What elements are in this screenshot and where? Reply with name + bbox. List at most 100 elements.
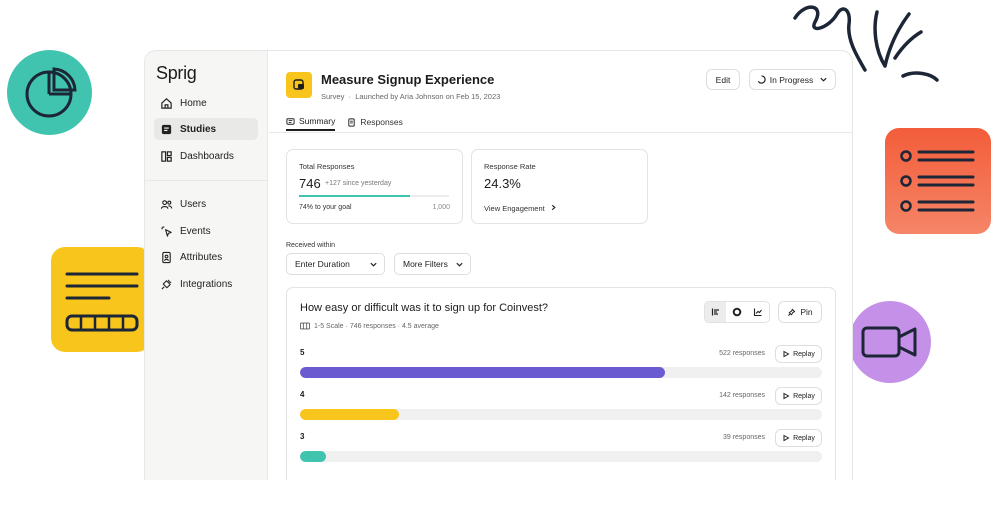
sidebar-item-users[interactable]: Users: [154, 193, 258, 215]
response-rate-card: Response Rate 24.3% View Engagement: [471, 149, 648, 224]
home-icon: [161, 97, 172, 109]
tab-responses[interactable]: Responses: [347, 113, 403, 131]
survey-study-icon: [286, 72, 312, 98]
survey-icon: [293, 79, 304, 90]
donut-view-button[interactable]: [726, 302, 747, 322]
play-icon: [783, 350, 790, 358]
dashboard-icon: [161, 150, 172, 162]
status-dropdown[interactable]: In Progress: [749, 69, 836, 90]
option-label: 4: [300, 390, 305, 399]
sidebar-item-home[interactable]: Home: [154, 92, 258, 114]
text-lines-tile: [51, 247, 151, 352]
scale-icon: [300, 322, 310, 330]
replay-label: Replay: [793, 350, 815, 358]
sidebar-item-label: Users: [180, 198, 207, 210]
pin-icon: [788, 308, 796, 316]
chevron-right-icon: [551, 204, 556, 211]
list-icon: [900, 150, 975, 212]
events-icon: [161, 225, 172, 237]
sidebar-item-label: Studies: [180, 123, 217, 135]
sidebar-item-integrations[interactable]: Integrations: [154, 273, 258, 295]
dropdown-label: Enter Duration: [295, 259, 350, 269]
sidebar-item-studies[interactable]: Studies: [154, 118, 258, 140]
pin-label: Pin: [800, 307, 813, 317]
view-toggle: [704, 301, 770, 323]
status-label: In Progress: [769, 74, 814, 85]
integrations-icon: [161, 279, 172, 290]
pin-button[interactable]: Pin: [778, 301, 822, 323]
donut-chart-icon: [732, 307, 742, 317]
bar-view-button[interactable]: [705, 302, 727, 322]
launched-info: Launched by Aria Johnson on Feb 15, 2023: [355, 92, 501, 101]
sidebar-divider: [145, 180, 268, 181]
sidebar-item-label: Dashboards: [180, 150, 234, 162]
sidebar: Sprig Home Studies Dashboards Users Even…: [145, 51, 268, 480]
sidebar-item-events[interactable]: Events: [154, 220, 258, 242]
replay-button[interactable]: Replay: [775, 387, 822, 405]
option-count: 522 responses: [719, 350, 765, 357]
responses-text: 746 responses: [349, 322, 396, 330]
question-title: How easy or difficult was it to sign up …: [300, 302, 549, 314]
option-bar-fill: [300, 451, 327, 462]
users-icon: [160, 199, 173, 209]
pie-chart-icon: [25, 67, 77, 118]
option-bar-track: [300, 451, 822, 462]
option-bar-fill: [300, 409, 400, 420]
option-bar-track: [300, 409, 822, 420]
chevron-down-icon: [456, 262, 463, 267]
page-title: Measure Signup Experience: [321, 72, 495, 87]
sidebar-item-dashboards[interactable]: Dashboards: [154, 145, 258, 167]
replay-button[interactable]: Replay: [775, 429, 822, 447]
stat-label: Total Responses: [299, 162, 355, 171]
dropdown-label: More Filters: [403, 259, 448, 269]
link-label: View Engagement: [484, 204, 545, 213]
more-filters-dropdown[interactable]: More Filters: [394, 253, 471, 275]
stat-label: Response Rate: [484, 162, 536, 171]
tab-bar: Summary Responses: [286, 113, 403, 133]
option-bar-track: [300, 367, 822, 378]
sidebar-item-attributes[interactable]: Attributes: [154, 246, 258, 268]
stat-value: 746: [299, 176, 321, 191]
video-tile: [849, 301, 931, 383]
option-count: 39 responses: [722, 434, 765, 441]
video-camera-icon: [861, 326, 917, 358]
responses-icon: [348, 117, 356, 127]
sidebar-item-label: Events: [180, 225, 211, 237]
tab-summary[interactable]: Summary: [286, 113, 336, 131]
option-label: 5: [300, 348, 305, 357]
attributes-icon: [162, 251, 171, 263]
stat-delta: +127 since yesterday: [325, 180, 392, 187]
sidebar-item-label: Home: [180, 97, 207, 109]
goal-text: 74% to your goal: [299, 204, 352, 211]
sidebar-item-label: Attributes: [180, 251, 223, 263]
option-count: 142 responses: [719, 392, 765, 399]
chevron-down-icon: [370, 262, 377, 267]
edit-button[interactable]: Edit: [706, 69, 740, 90]
replay-label: Replay: [793, 434, 815, 442]
squiggle-doodle: [793, 5, 939, 82]
goal-max: 1,000: [432, 204, 450, 211]
main-content: Measure Signup Experience Survey · Launc…: [269, 51, 852, 480]
view-engagement-link[interactable]: View Engagement: [484, 204, 557, 213]
progress-icon: [757, 75, 766, 84]
total-responses-card: Total Responses 746 +127 since yesterday…: [286, 149, 463, 224]
line-view-button[interactable]: [748, 302, 769, 322]
study-type: Survey: [321, 92, 345, 101]
summary-icon: [286, 117, 295, 125]
tab-label: Summary: [299, 116, 336, 126]
filter-label: Received within: [286, 242, 336, 249]
sprig-logo: Sprig: [156, 63, 197, 83]
chevron-down-icon: [820, 77, 827, 82]
text-lines-icon: [65, 272, 139, 332]
studies-icon: [161, 124, 172, 134]
sidebar-item-label: Integrations: [180, 278, 233, 290]
app-window: Sprig Home Studies Dashboards Users Even…: [144, 50, 853, 480]
meta-separator: ·: [348, 92, 352, 101]
question-card: How easy or difficult was it to sign up …: [286, 287, 836, 480]
option-label: 3: [300, 432, 305, 441]
duration-dropdown[interactable]: Enter Duration: [286, 253, 385, 275]
list-tile: [885, 128, 991, 234]
play-icon: [783, 392, 790, 400]
replay-button[interactable]: Replay: [775, 345, 822, 363]
line-chart-icon: [754, 308, 763, 317]
